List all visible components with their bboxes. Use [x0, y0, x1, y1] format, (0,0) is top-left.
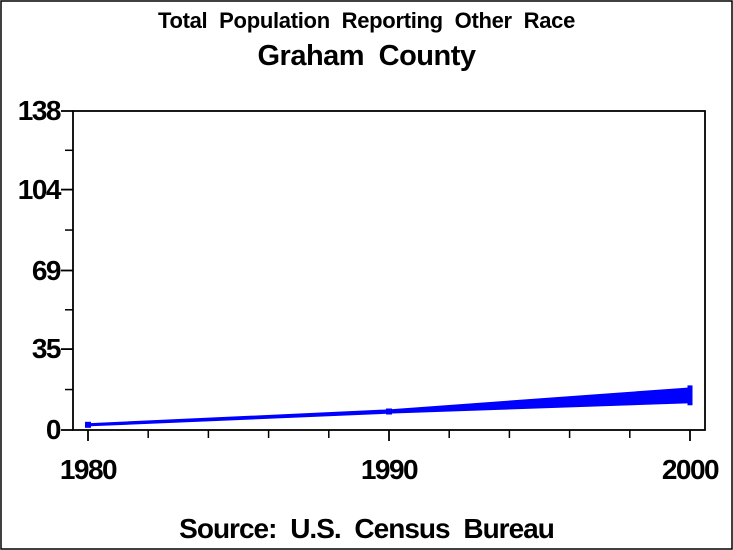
y-axis-tick-label: 0 — [45, 414, 62, 445]
x-axis-tick-label: 1990 — [360, 454, 419, 485]
y-axis-tick-label: 35 — [31, 333, 62, 365]
data-band-series — [87, 387, 691, 427]
plot-frame — [72, 110, 706, 431]
data-point-marker-1990 — [386, 408, 392, 415]
data-point-marker-1980 — [85, 421, 91, 428]
y-axis-tick-label: 138 — [17, 95, 62, 126]
y-axis-tick-label: 69 — [31, 254, 62, 286]
x-axis-tick-label: 2000 — [661, 454, 720, 485]
y-axis-tick-label: 104 — [17, 173, 62, 205]
data-point-marker-2000 — [687, 385, 693, 406]
chart-title: Total Population Reporting Other Race — [157, 8, 576, 33]
chart-subtitle: Graham County — [257, 40, 476, 72]
x-axis-tick-label: 1980 — [59, 454, 118, 485]
source-footnote: Source: U.S. Census Bureau — [179, 513, 555, 544]
